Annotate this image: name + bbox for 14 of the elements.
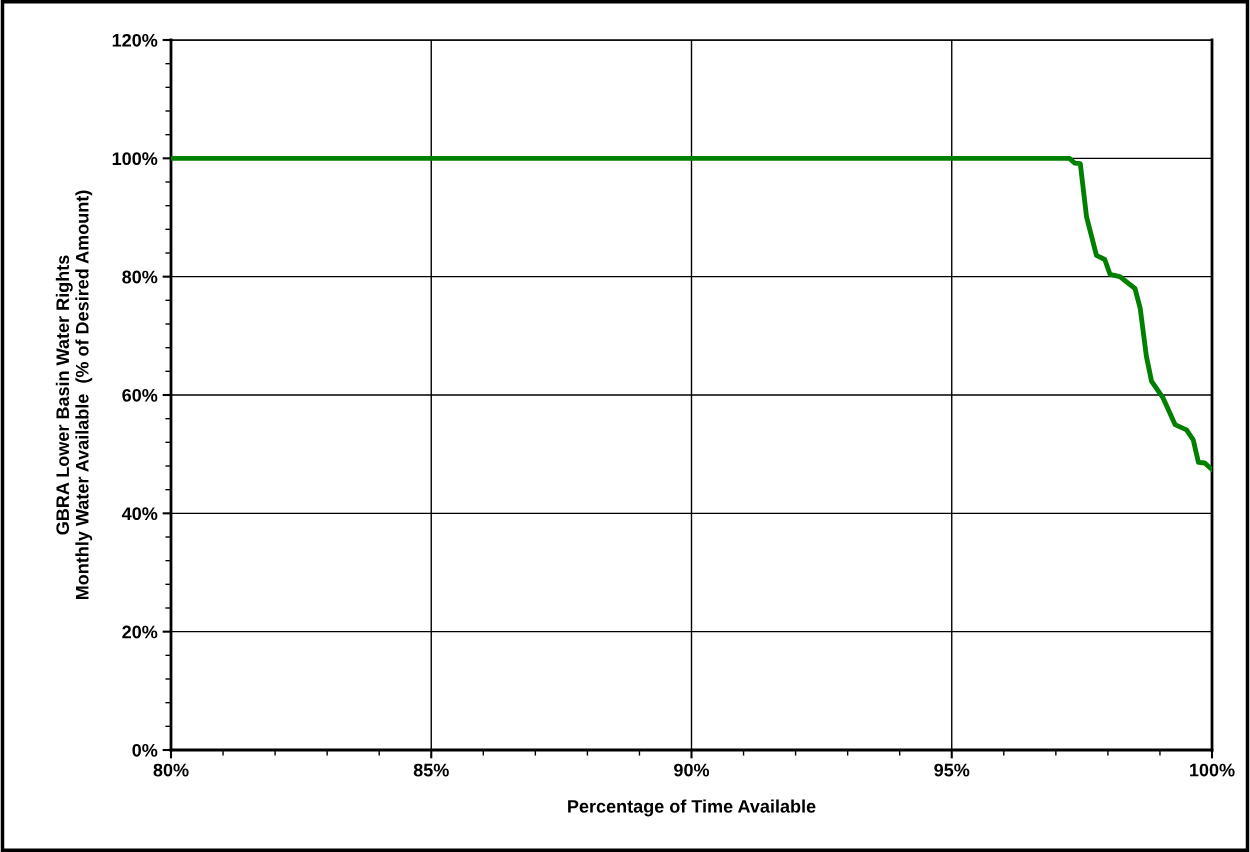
y-axis-title: GBRA Lower Basin Water Rights Monthly Water Available (% of Desired Amount) bbox=[55, 190, 93, 600]
y-tick-label: 40% bbox=[121, 507, 158, 521]
y-tick-label: 100% bbox=[112, 152, 158, 166]
x-tick-label: 85% bbox=[413, 763, 449, 777]
y-tick-label: 0% bbox=[132, 743, 158, 757]
y-tick-label: 20% bbox=[122, 625, 158, 639]
y-tick-label: 80% bbox=[122, 270, 158, 284]
x-tick-label: 90% bbox=[674, 763, 710, 777]
x-axis-title: Percentage of Time Available bbox=[568, 799, 816, 817]
y-tick-label: 120% bbox=[112, 33, 158, 47]
x-tick-label: 80% bbox=[153, 763, 189, 777]
y-tick-label: 60% bbox=[122, 388, 158, 402]
x-tick-label: 95% bbox=[934, 763, 970, 777]
x-tick-label: 100% bbox=[1190, 763, 1235, 777]
